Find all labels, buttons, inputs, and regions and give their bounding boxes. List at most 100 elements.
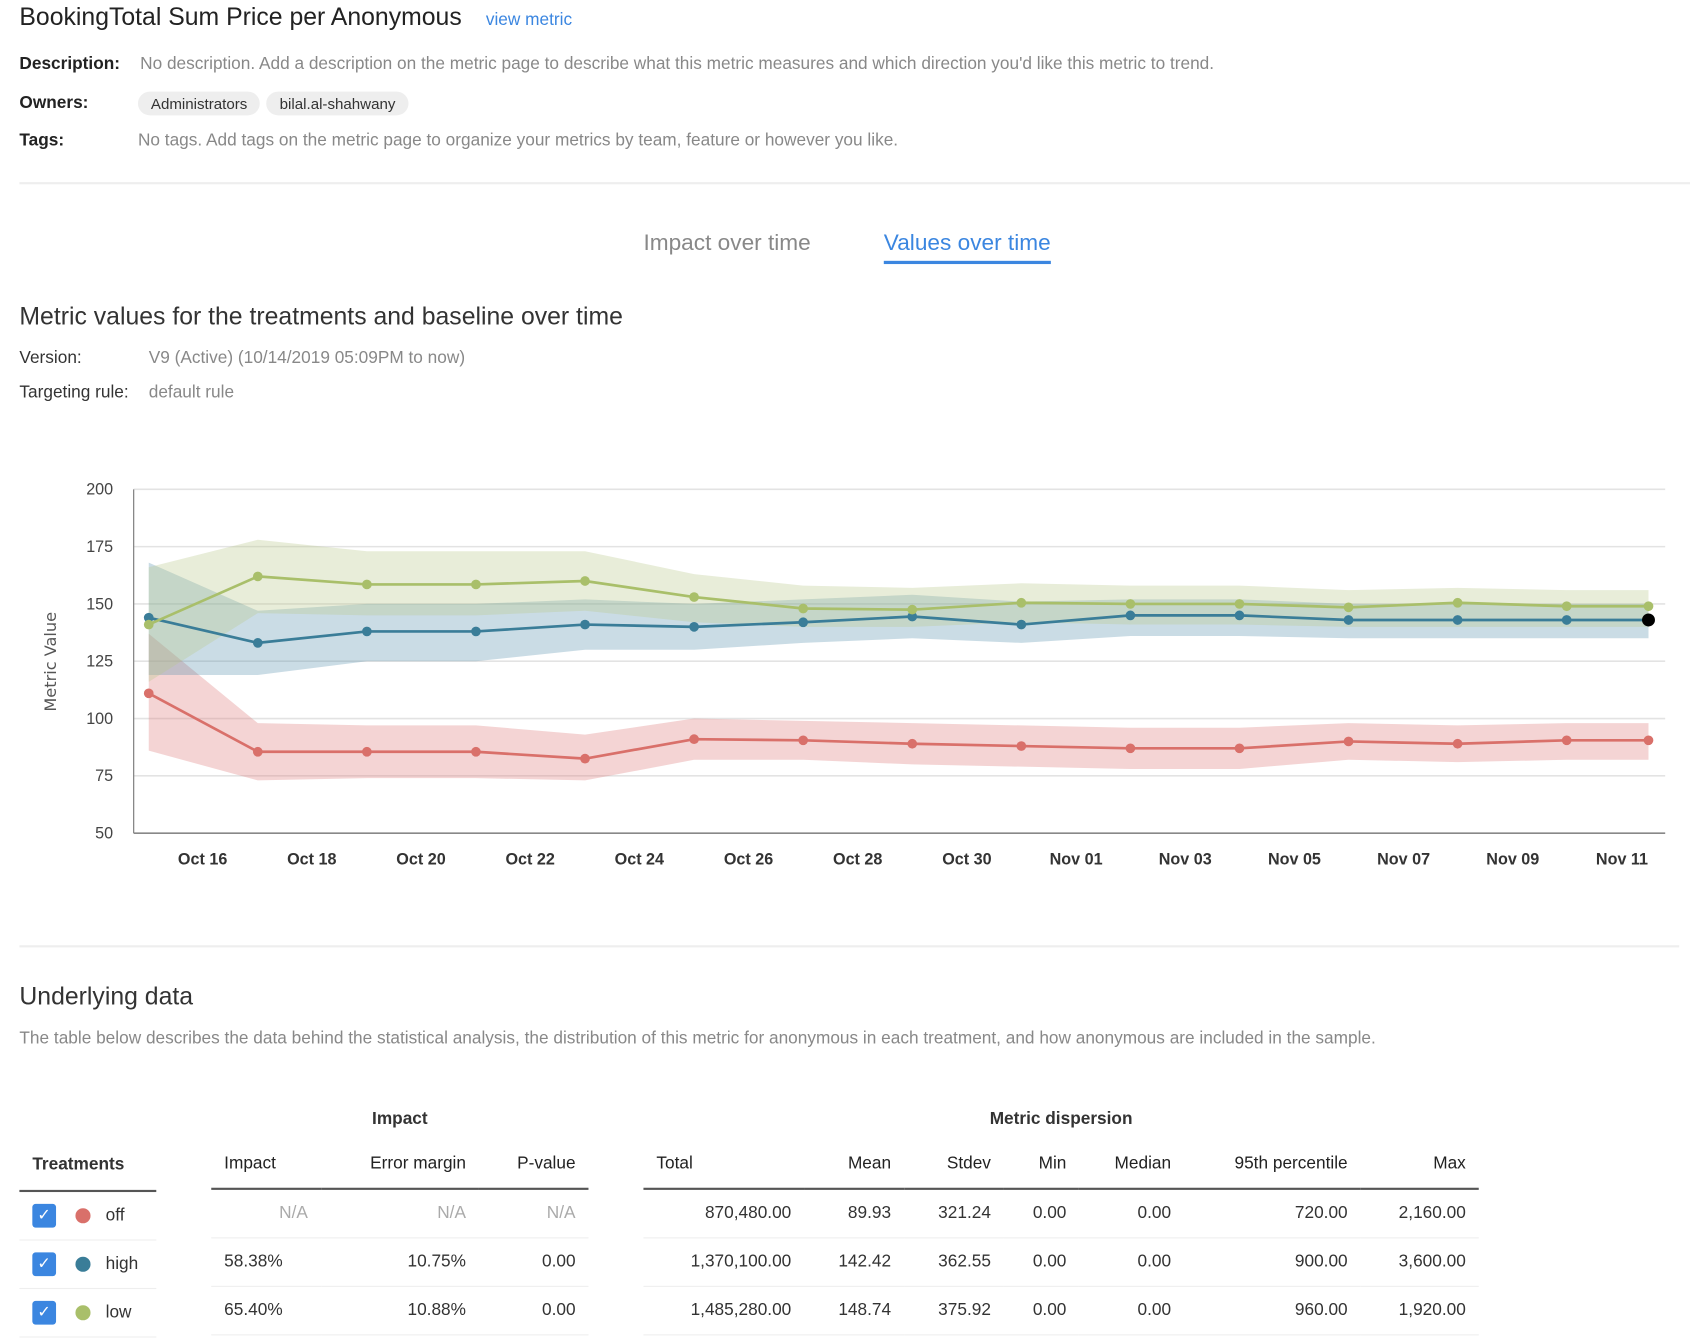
data-point-low[interactable] xyxy=(689,592,699,602)
dispersion-cell: 870,480.00 xyxy=(704,1203,792,1223)
data-point-high[interactable] xyxy=(689,621,699,632)
tab-values-over-time[interactable]: Values over time xyxy=(883,231,1051,265)
tags-text: No tags. Add tags on the metric page to … xyxy=(137,131,899,150)
underlying-description: The table below describes the data behin… xyxy=(19,1029,1376,1048)
description-text: No description. Add a description on the… xyxy=(140,54,1215,74)
y-tick-label: 125 xyxy=(86,653,113,671)
data-point-high[interactable] xyxy=(252,638,263,648)
data-point-high[interactable] xyxy=(580,619,590,630)
treatments-table: Treatments ✓ off ✓ high ✓ low xyxy=(19,1140,157,1338)
treatment-color-dot xyxy=(75,1256,91,1272)
page-title: BookingTotal Sum Price per Anonymous vie… xyxy=(19,2,572,31)
x-tick-label: Oct 16 xyxy=(178,850,227,868)
x-tick-label: Oct 20 xyxy=(396,850,445,868)
data-point-high[interactable] xyxy=(907,611,918,622)
metric-title: BookingTotal Sum Price per Anonymous xyxy=(19,2,462,31)
data-point-low[interactable] xyxy=(252,571,263,582)
data-point-high[interactable] xyxy=(1561,615,1572,625)
data-point-off[interactable] xyxy=(1561,735,1572,746)
data-point-off[interactable] xyxy=(362,746,372,757)
data-point-high[interactable] xyxy=(1452,615,1463,625)
dispersion-column-header: Max xyxy=(1433,1154,1466,1173)
data-point-off[interactable] xyxy=(1125,743,1136,754)
impact-group-header: Impact xyxy=(372,1110,428,1129)
version-value: V9 (Active) (10/14/2019 05:09PM to now) xyxy=(148,349,466,368)
y-tick-label: 100 xyxy=(86,710,113,728)
data-point-low[interactable] xyxy=(580,576,590,586)
treatment-name: high xyxy=(105,1254,139,1274)
data-point-high[interactable] xyxy=(798,617,809,628)
data-point-off[interactable] xyxy=(689,734,699,745)
x-tick-label: Nov 11 xyxy=(1596,850,1648,868)
view-metric-link[interactable]: view metric xyxy=(485,10,573,30)
impact-cell: 0.00 xyxy=(541,1252,576,1271)
data-point-high[interactable] xyxy=(1343,615,1354,625)
data-point-high[interactable] xyxy=(1016,619,1027,630)
x-tick-label: Nov 07 xyxy=(1377,850,1430,868)
data-point-low[interactable] xyxy=(362,579,372,590)
dispersion-cell: 362.55 xyxy=(938,1252,991,1271)
data-point-high[interactable] xyxy=(471,626,481,637)
data-point-high[interactable] xyxy=(1125,610,1136,621)
targeting-value: default rule xyxy=(148,383,235,403)
data-point-off[interactable] xyxy=(580,753,590,764)
treatment-row: ✓ low xyxy=(19,1289,157,1338)
values-chart: 200 175 150 125 100 75 50 Oct 16 Oct 18 Oct 20 Oct… xyxy=(41,481,1666,868)
data-point-low[interactable] xyxy=(1561,601,1572,612)
dispersion-cell: 720.00 xyxy=(1294,1203,1348,1223)
data-point-low[interactable] xyxy=(1234,599,1245,609)
data-point-off[interactable] xyxy=(907,738,918,749)
treatment-checkbox[interactable]: ✓ xyxy=(32,1252,57,1277)
impact-cell: N/A xyxy=(546,1203,576,1223)
x-tick-label: Nov 05 xyxy=(1268,850,1321,868)
data-point-off[interactable] xyxy=(798,735,809,746)
owner-chip[interactable]: bilal.al-shahwany xyxy=(266,91,409,116)
y-tick-label: 175 xyxy=(86,538,113,556)
data-point-high[interactable] xyxy=(1642,613,1655,627)
data-point-low[interactable] xyxy=(907,604,918,615)
dispersion-cell: 0.00 xyxy=(1032,1300,1067,1320)
treatment-row: ✓ off xyxy=(19,1191,157,1241)
data-point-off[interactable] xyxy=(1016,741,1027,751)
data-point-low[interactable] xyxy=(471,579,481,590)
x-tick-label: Nov 09 xyxy=(1486,850,1539,868)
treatment-checkbox[interactable]: ✓ xyxy=(32,1203,57,1228)
treatment-color-dot xyxy=(75,1208,91,1224)
data-point-low[interactable] xyxy=(798,603,809,614)
data-point-high[interactable] xyxy=(1234,610,1245,621)
targeting-label: Targeting rule: xyxy=(19,383,129,403)
data-point-low[interactable] xyxy=(143,619,154,630)
treatment-color-dot xyxy=(75,1305,91,1321)
data-point-off[interactable] xyxy=(1343,736,1354,747)
impact-cell: 58.38% xyxy=(224,1252,283,1271)
dispersion-column-header: Median xyxy=(1114,1154,1172,1173)
data-point-off[interactable] xyxy=(1643,735,1654,746)
data-point-low[interactable] xyxy=(1125,599,1136,609)
dispersion-column-header: 95th percentile xyxy=(1234,1154,1348,1173)
y-axis-label: Metric Value xyxy=(41,612,60,712)
data-point-off[interactable] xyxy=(1234,743,1245,754)
data-point-off[interactable] xyxy=(252,746,263,757)
tab-impact-over-time[interactable]: Impact over time xyxy=(643,230,811,256)
owner-chip[interactable]: Administrators xyxy=(137,91,261,116)
data-point-low[interactable] xyxy=(1643,601,1654,612)
impact-column-header: Impact xyxy=(224,1154,276,1173)
data-point-low[interactable] xyxy=(1016,597,1027,608)
x-tick-label: Oct 18 xyxy=(287,850,336,868)
owners-label: Owners: xyxy=(19,93,89,113)
underlying-title: Underlying data xyxy=(19,981,194,1010)
data-point-high[interactable] xyxy=(362,626,372,637)
data-point-low[interactable] xyxy=(1452,597,1463,608)
dispersion-row: 1,370,100.00 142.42 362.55 0.00 0.00 900.00 3,… xyxy=(643,1238,1479,1287)
data-point-off[interactable] xyxy=(143,688,154,699)
data-point-low[interactable] xyxy=(1343,602,1354,613)
dispersion-cell: 375.92 xyxy=(938,1300,991,1320)
treatment-name: low xyxy=(105,1303,132,1322)
treatment-checkbox[interactable]: ✓ xyxy=(32,1300,57,1325)
data-point-off[interactable] xyxy=(1452,738,1463,749)
dispersion-cell: 148.74 xyxy=(838,1300,892,1320)
data-point-off[interactable] xyxy=(471,746,481,757)
data-point-high[interactable] xyxy=(143,612,154,623)
dispersion-cell: 0.00 xyxy=(1137,1252,1172,1271)
